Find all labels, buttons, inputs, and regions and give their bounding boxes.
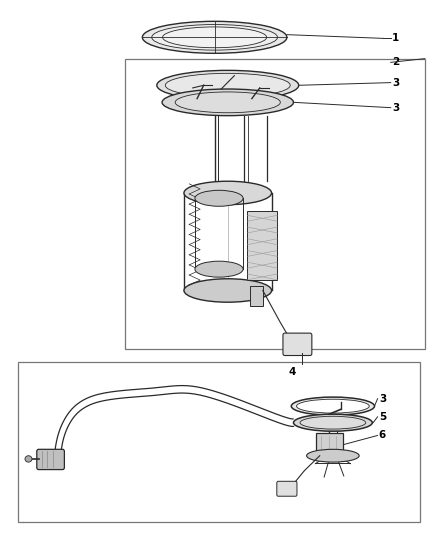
- Ellipse shape: [291, 397, 374, 415]
- Bar: [250, 286, 263, 306]
- FancyBboxPatch shape: [37, 449, 64, 470]
- Ellipse shape: [184, 279, 272, 302]
- Text: 3: 3: [379, 394, 386, 403]
- Ellipse shape: [142, 21, 287, 53]
- FancyBboxPatch shape: [283, 333, 312, 356]
- Ellipse shape: [195, 190, 243, 206]
- FancyBboxPatch shape: [277, 481, 297, 496]
- Text: 3: 3: [392, 103, 399, 112]
- Ellipse shape: [25, 456, 32, 462]
- Bar: [18, 362, 420, 522]
- Ellipse shape: [165, 74, 290, 97]
- Ellipse shape: [297, 399, 369, 413]
- Bar: [125, 59, 425, 349]
- Bar: [316, 433, 343, 456]
- Text: 2: 2: [392, 58, 399, 67]
- Ellipse shape: [175, 92, 280, 112]
- Ellipse shape: [162, 89, 293, 116]
- Bar: [247, 211, 277, 280]
- Text: 5: 5: [379, 412, 386, 422]
- Text: 4: 4: [289, 367, 296, 377]
- Text: 6: 6: [379, 431, 386, 440]
- Ellipse shape: [195, 261, 243, 277]
- Ellipse shape: [157, 70, 299, 100]
- Ellipse shape: [184, 181, 272, 205]
- Ellipse shape: [162, 27, 267, 48]
- Text: 3: 3: [392, 78, 399, 87]
- Ellipse shape: [293, 414, 372, 431]
- Ellipse shape: [300, 416, 366, 429]
- Ellipse shape: [307, 449, 359, 462]
- Ellipse shape: [152, 25, 278, 50]
- Text: 1: 1: [392, 34, 399, 43]
